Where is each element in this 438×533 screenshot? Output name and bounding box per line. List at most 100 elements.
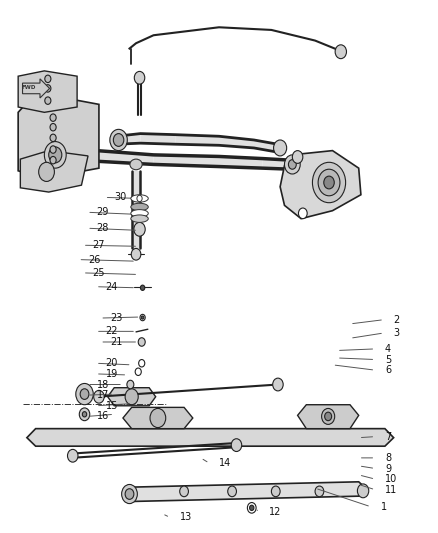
Circle shape — [135, 368, 141, 375]
Circle shape — [45, 85, 51, 92]
Polygon shape — [97, 151, 153, 165]
Text: 8: 8 — [385, 453, 391, 463]
Polygon shape — [123, 482, 367, 502]
Circle shape — [49, 147, 62, 163]
Circle shape — [125, 489, 134, 499]
Ellipse shape — [131, 195, 148, 202]
Circle shape — [50, 157, 56, 164]
Circle shape — [288, 160, 296, 169]
Circle shape — [125, 389, 138, 405]
Text: 3: 3 — [394, 328, 400, 338]
Circle shape — [134, 71, 145, 84]
Text: 30: 30 — [114, 192, 127, 203]
Circle shape — [139, 360, 145, 367]
Circle shape — [138, 338, 145, 346]
Circle shape — [134, 222, 145, 236]
Text: 5: 5 — [385, 354, 391, 365]
Circle shape — [298, 208, 307, 219]
Circle shape — [50, 134, 56, 142]
Text: 29: 29 — [97, 207, 109, 217]
Text: 27: 27 — [92, 240, 105, 250]
Circle shape — [228, 486, 237, 497]
Ellipse shape — [131, 203, 148, 211]
Text: 18: 18 — [97, 379, 109, 390]
Circle shape — [94, 390, 104, 403]
Circle shape — [110, 130, 127, 151]
Circle shape — [137, 195, 142, 201]
Circle shape — [318, 169, 340, 196]
Polygon shape — [117, 134, 141, 144]
Circle shape — [324, 176, 334, 189]
Circle shape — [127, 380, 134, 389]
Text: 14: 14 — [219, 458, 231, 468]
Circle shape — [150, 408, 166, 427]
Polygon shape — [175, 135, 219, 146]
Text: 23: 23 — [110, 313, 122, 323]
Ellipse shape — [130, 159, 142, 169]
Text: 16: 16 — [97, 411, 109, 422]
Circle shape — [113, 134, 124, 147]
Polygon shape — [153, 155, 219, 166]
Circle shape — [325, 412, 332, 421]
Circle shape — [312, 163, 346, 203]
Text: 17: 17 — [97, 390, 109, 400]
Circle shape — [80, 389, 89, 399]
Circle shape — [82, 411, 87, 417]
Text: 6: 6 — [385, 365, 391, 375]
Circle shape — [321, 408, 335, 424]
Text: 2: 2 — [394, 314, 400, 325]
Circle shape — [247, 503, 256, 513]
Circle shape — [231, 439, 242, 451]
Circle shape — [335, 45, 346, 59]
Text: 9: 9 — [385, 464, 391, 473]
Polygon shape — [20, 151, 88, 192]
Text: 1: 1 — [381, 502, 387, 512]
Text: 24: 24 — [106, 282, 118, 292]
Circle shape — [67, 449, 78, 462]
Circle shape — [122, 484, 138, 504]
Text: 20: 20 — [106, 358, 118, 368]
Polygon shape — [108, 387, 155, 406]
Ellipse shape — [131, 209, 148, 217]
Circle shape — [76, 383, 93, 405]
Text: 11: 11 — [385, 485, 397, 495]
Circle shape — [50, 146, 56, 154]
Text: 21: 21 — [110, 337, 122, 347]
Polygon shape — [18, 98, 99, 175]
Polygon shape — [18, 71, 77, 112]
Circle shape — [44, 142, 66, 168]
Circle shape — [250, 505, 254, 511]
Circle shape — [79, 408, 90, 421]
Polygon shape — [123, 407, 193, 429]
Circle shape — [292, 151, 303, 164]
Circle shape — [140, 314, 145, 321]
Circle shape — [131, 248, 141, 260]
Circle shape — [39, 163, 54, 181]
Text: 12: 12 — [269, 507, 282, 517]
Polygon shape — [297, 405, 359, 429]
Polygon shape — [27, 429, 394, 446]
Circle shape — [274, 140, 287, 156]
Circle shape — [50, 114, 56, 122]
Ellipse shape — [131, 215, 148, 222]
Text: 19: 19 — [106, 369, 118, 379]
Polygon shape — [22, 79, 49, 98]
Text: 10: 10 — [385, 474, 397, 484]
Polygon shape — [219, 136, 254, 148]
Polygon shape — [219, 157, 263, 168]
Polygon shape — [141, 134, 175, 144]
Circle shape — [273, 378, 283, 391]
Circle shape — [272, 486, 280, 497]
Text: 7: 7 — [385, 432, 391, 442]
Text: 28: 28 — [97, 223, 109, 233]
Circle shape — [50, 124, 56, 131]
Text: 26: 26 — [88, 255, 100, 264]
Circle shape — [45, 97, 51, 104]
Circle shape — [315, 486, 324, 497]
Text: FWD: FWD — [22, 85, 36, 91]
Text: 25: 25 — [92, 268, 105, 278]
Polygon shape — [254, 140, 278, 152]
Circle shape — [141, 285, 145, 290]
Circle shape — [285, 155, 300, 174]
Circle shape — [357, 484, 369, 498]
